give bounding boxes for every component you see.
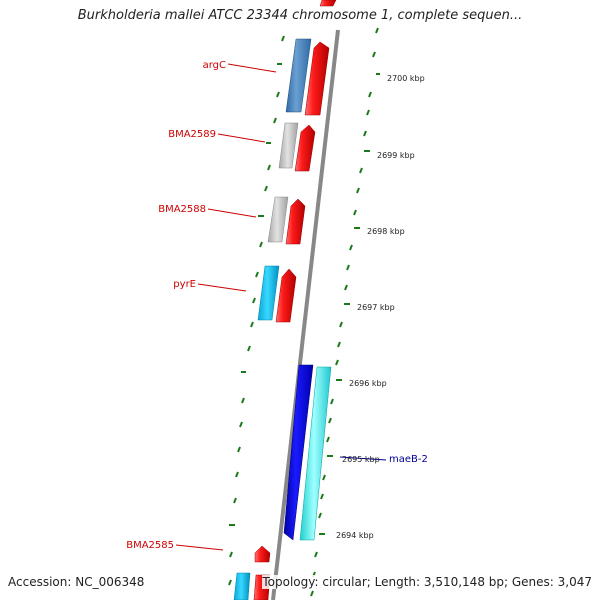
gene-label-pyrE[interactable]: pyrE bbox=[173, 279, 196, 290]
gene-label-BMA2589[interactable]: BMA2589 bbox=[168, 129, 216, 140]
gene-arrow[interactable] bbox=[304, 41, 330, 116]
gene-arrow[interactable] bbox=[294, 124, 316, 172]
gene-label-BMA2588[interactable]: BMA2588 bbox=[158, 204, 206, 215]
position-label: 2696 kbp bbox=[349, 379, 387, 388]
position-label: 2697 kbp bbox=[357, 303, 395, 312]
gene-arrow[interactable] bbox=[285, 198, 306, 245]
maeB-2-connector bbox=[339, 456, 387, 461]
gene-label-BMA2585[interactable]: BMA2585 bbox=[126, 540, 174, 551]
genome-summary: Topology: circular; Length: 3,510,148 bp… bbox=[262, 575, 592, 589]
gene-label-maeB-2[interactable]: maeB-2 bbox=[389, 454, 428, 465]
outer-tick-track bbox=[310, 27, 380, 597]
gene-BMA2588-block[interactable] bbox=[267, 196, 289, 243]
position-label: 2698 kbp bbox=[367, 227, 405, 236]
position-label: 2699 kbp bbox=[377, 151, 415, 160]
chromosome-backbone bbox=[271, 29, 340, 600]
gene-arrow[interactable] bbox=[275, 268, 297, 323]
gene-label-argC[interactable]: argC bbox=[203, 60, 226, 71]
gene-BMA2589-block[interactable] bbox=[278, 122, 299, 169]
gene-maeB-2-block[interactable] bbox=[283, 364, 314, 541]
gene-arrow[interactable] bbox=[254, 545, 271, 563]
gene-pyrE-block[interactable] bbox=[257, 265, 280, 321]
gene-BMA2585-block[interactable] bbox=[233, 572, 251, 600]
label-connectors bbox=[175, 63, 277, 551]
gene-argC-block[interactable] bbox=[285, 38, 312, 113]
position-label: 2695 kbp bbox=[342, 455, 380, 464]
accession-label: Accession: NC_006348 bbox=[8, 575, 145, 589]
gene-maeB-2-partner[interactable] bbox=[299, 366, 332, 541]
gene-arrow[interactable] bbox=[319, 0, 337, 7]
map-title: Burkholderia mallei ATCC 23344 chromosom… bbox=[77, 8, 523, 23]
position-label: 2694 kbp bbox=[336, 531, 374, 540]
position-label: 2700 kbp bbox=[387, 74, 425, 83]
inner-tick-track bbox=[228, 35, 285, 586]
